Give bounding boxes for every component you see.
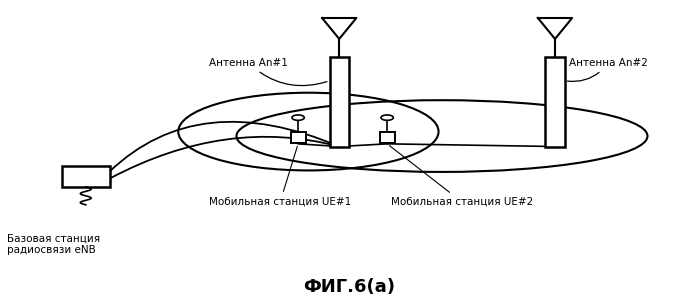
Bar [62, 166, 110, 187]
Text: Антенна An#1: Антенна An#1 [209, 58, 327, 86]
Bar [545, 57, 565, 146]
Bar [380, 132, 395, 143]
Text: Базовая станция
радиосвязи eNB: Базовая станция радиосвязи eNB [7, 233, 100, 255]
Text: Мобильная станция UE#2: Мобильная станция UE#2 [389, 145, 533, 207]
Text: Мобильная станция UE#1: Мобильная станция UE#1 [209, 146, 352, 207]
Text: Антенна An#2: Антенна An#2 [568, 58, 647, 81]
Text: ФИГ.6(а): ФИГ.6(а) [303, 278, 396, 296]
Bar [330, 57, 349, 146]
Bar [291, 132, 305, 143]
Circle shape [381, 115, 394, 120]
Circle shape [292, 115, 304, 120]
